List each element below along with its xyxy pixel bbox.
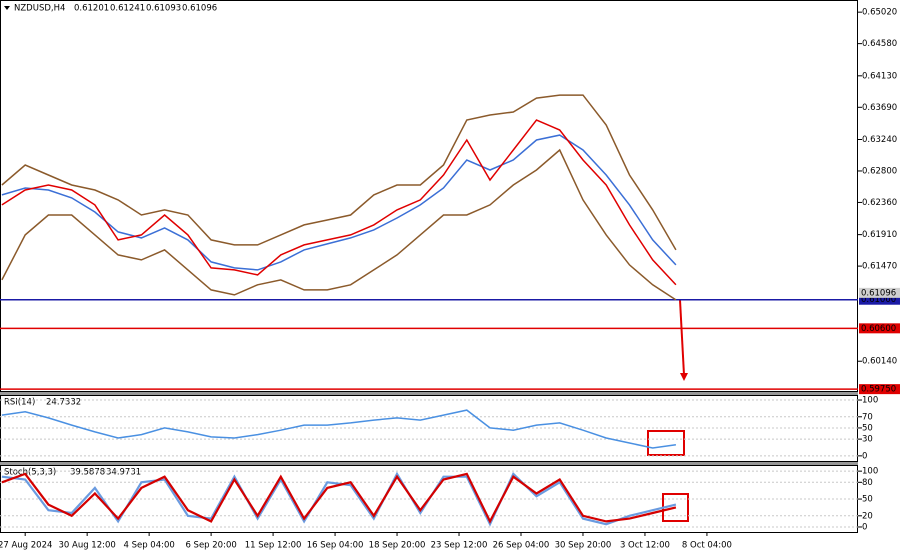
y-tick-label: 0.64130 bbox=[862, 71, 897, 81]
level-label: 0.61000 bbox=[861, 295, 896, 305]
rsi-label: RSI(14) bbox=[4, 398, 35, 408]
series-line bbox=[1, 119, 677, 286]
stoch-signal: 34.9731 bbox=[106, 468, 141, 478]
y-tick-label: 70 bbox=[862, 412, 873, 422]
y-tick-label: 80 bbox=[862, 478, 873, 488]
series-line bbox=[1, 94, 677, 251]
y-tick-label: 50 bbox=[862, 423, 873, 433]
stoch-main: 39.5878 bbox=[70, 468, 105, 478]
stoch-label: Stoch(5,3,3) bbox=[4, 468, 56, 478]
y-tick-label: 100 bbox=[862, 396, 878, 406]
level-label: 0.60600 bbox=[861, 324, 896, 334]
y-tick-label: 100 bbox=[862, 467, 878, 477]
y-tick-label: 0.65020 bbox=[862, 8, 897, 18]
y-tick-label: 0.61470 bbox=[862, 262, 897, 272]
level-label: 0.59750 bbox=[861, 385, 896, 395]
price-frame bbox=[0, 0, 858, 392]
y-tick-label: 0.61910 bbox=[862, 230, 897, 240]
level-tag bbox=[859, 294, 900, 305]
x-tick-label: 26 Sep 04:00 bbox=[493, 541, 550, 551]
rsi-frame bbox=[0, 395, 858, 462]
y-tick-label: 20 bbox=[862, 511, 873, 521]
price-label: 0.61096 bbox=[861, 288, 896, 298]
x-tick-label: 30 Aug 12:00 bbox=[58, 541, 115, 551]
x-tick-label: 6 Sep 20:00 bbox=[185, 541, 236, 551]
symbol: NZDUSD,H4 bbox=[14, 4, 65, 14]
highlight-box bbox=[647, 430, 685, 456]
x-tick-label: 3 Oct 12:00 bbox=[620, 541, 670, 551]
menu-arrow[interactable] bbox=[4, 6, 10, 10]
series-line bbox=[1, 134, 677, 271]
y-tick-label: 0.63690 bbox=[862, 103, 897, 113]
separator bbox=[0, 392, 858, 395]
series-line bbox=[1, 471, 677, 527]
arrow bbox=[679, 299, 685, 376]
series-line bbox=[1, 409, 677, 449]
level-tag bbox=[859, 323, 900, 334]
x-tick-label: 18 Sep 20:00 bbox=[369, 541, 426, 551]
open: 0.61201 bbox=[74, 4, 109, 14]
close: 0.61096 bbox=[182, 4, 217, 14]
rsi-value: 24.7332 bbox=[46, 398, 81, 408]
y-tick-label: 0.60140 bbox=[862, 357, 897, 367]
x-tick-label: 8 Oct 04:00 bbox=[682, 541, 732, 551]
arrow-head bbox=[680, 373, 688, 381]
y-tick-label: 0 bbox=[862, 451, 867, 461]
x-tick-label: 4 Sep 04:00 bbox=[123, 541, 174, 551]
price-tag bbox=[859, 287, 900, 298]
x-tick-label: 27 Aug 2024 bbox=[0, 541, 52, 551]
x-tick-label: 16 Sep 04:00 bbox=[307, 541, 364, 551]
y-tick-label: 0.62360 bbox=[862, 198, 897, 208]
y-tick-label: 0.62800 bbox=[862, 166, 897, 176]
separator bbox=[0, 462, 858, 465]
series-line bbox=[1, 472, 677, 524]
high: 0.61241 bbox=[110, 4, 145, 14]
y-tick-label: 0.63240 bbox=[862, 135, 897, 145]
y-tick-label: 30 bbox=[862, 435, 873, 445]
level-tag bbox=[859, 384, 900, 395]
y-tick-label: 50 bbox=[862, 495, 873, 505]
y-tick-label: 0 bbox=[862, 522, 867, 532]
y-tick-label: 0.64580 bbox=[862, 39, 897, 49]
low: 0.61093 bbox=[146, 4, 181, 14]
x-tick-label: 11 Sep 12:00 bbox=[245, 541, 302, 551]
x-tick-label: 23 Sep 12:00 bbox=[431, 541, 488, 551]
x-tick-label: 30 Sep 20:00 bbox=[555, 541, 612, 551]
series-line bbox=[1, 148, 677, 301]
